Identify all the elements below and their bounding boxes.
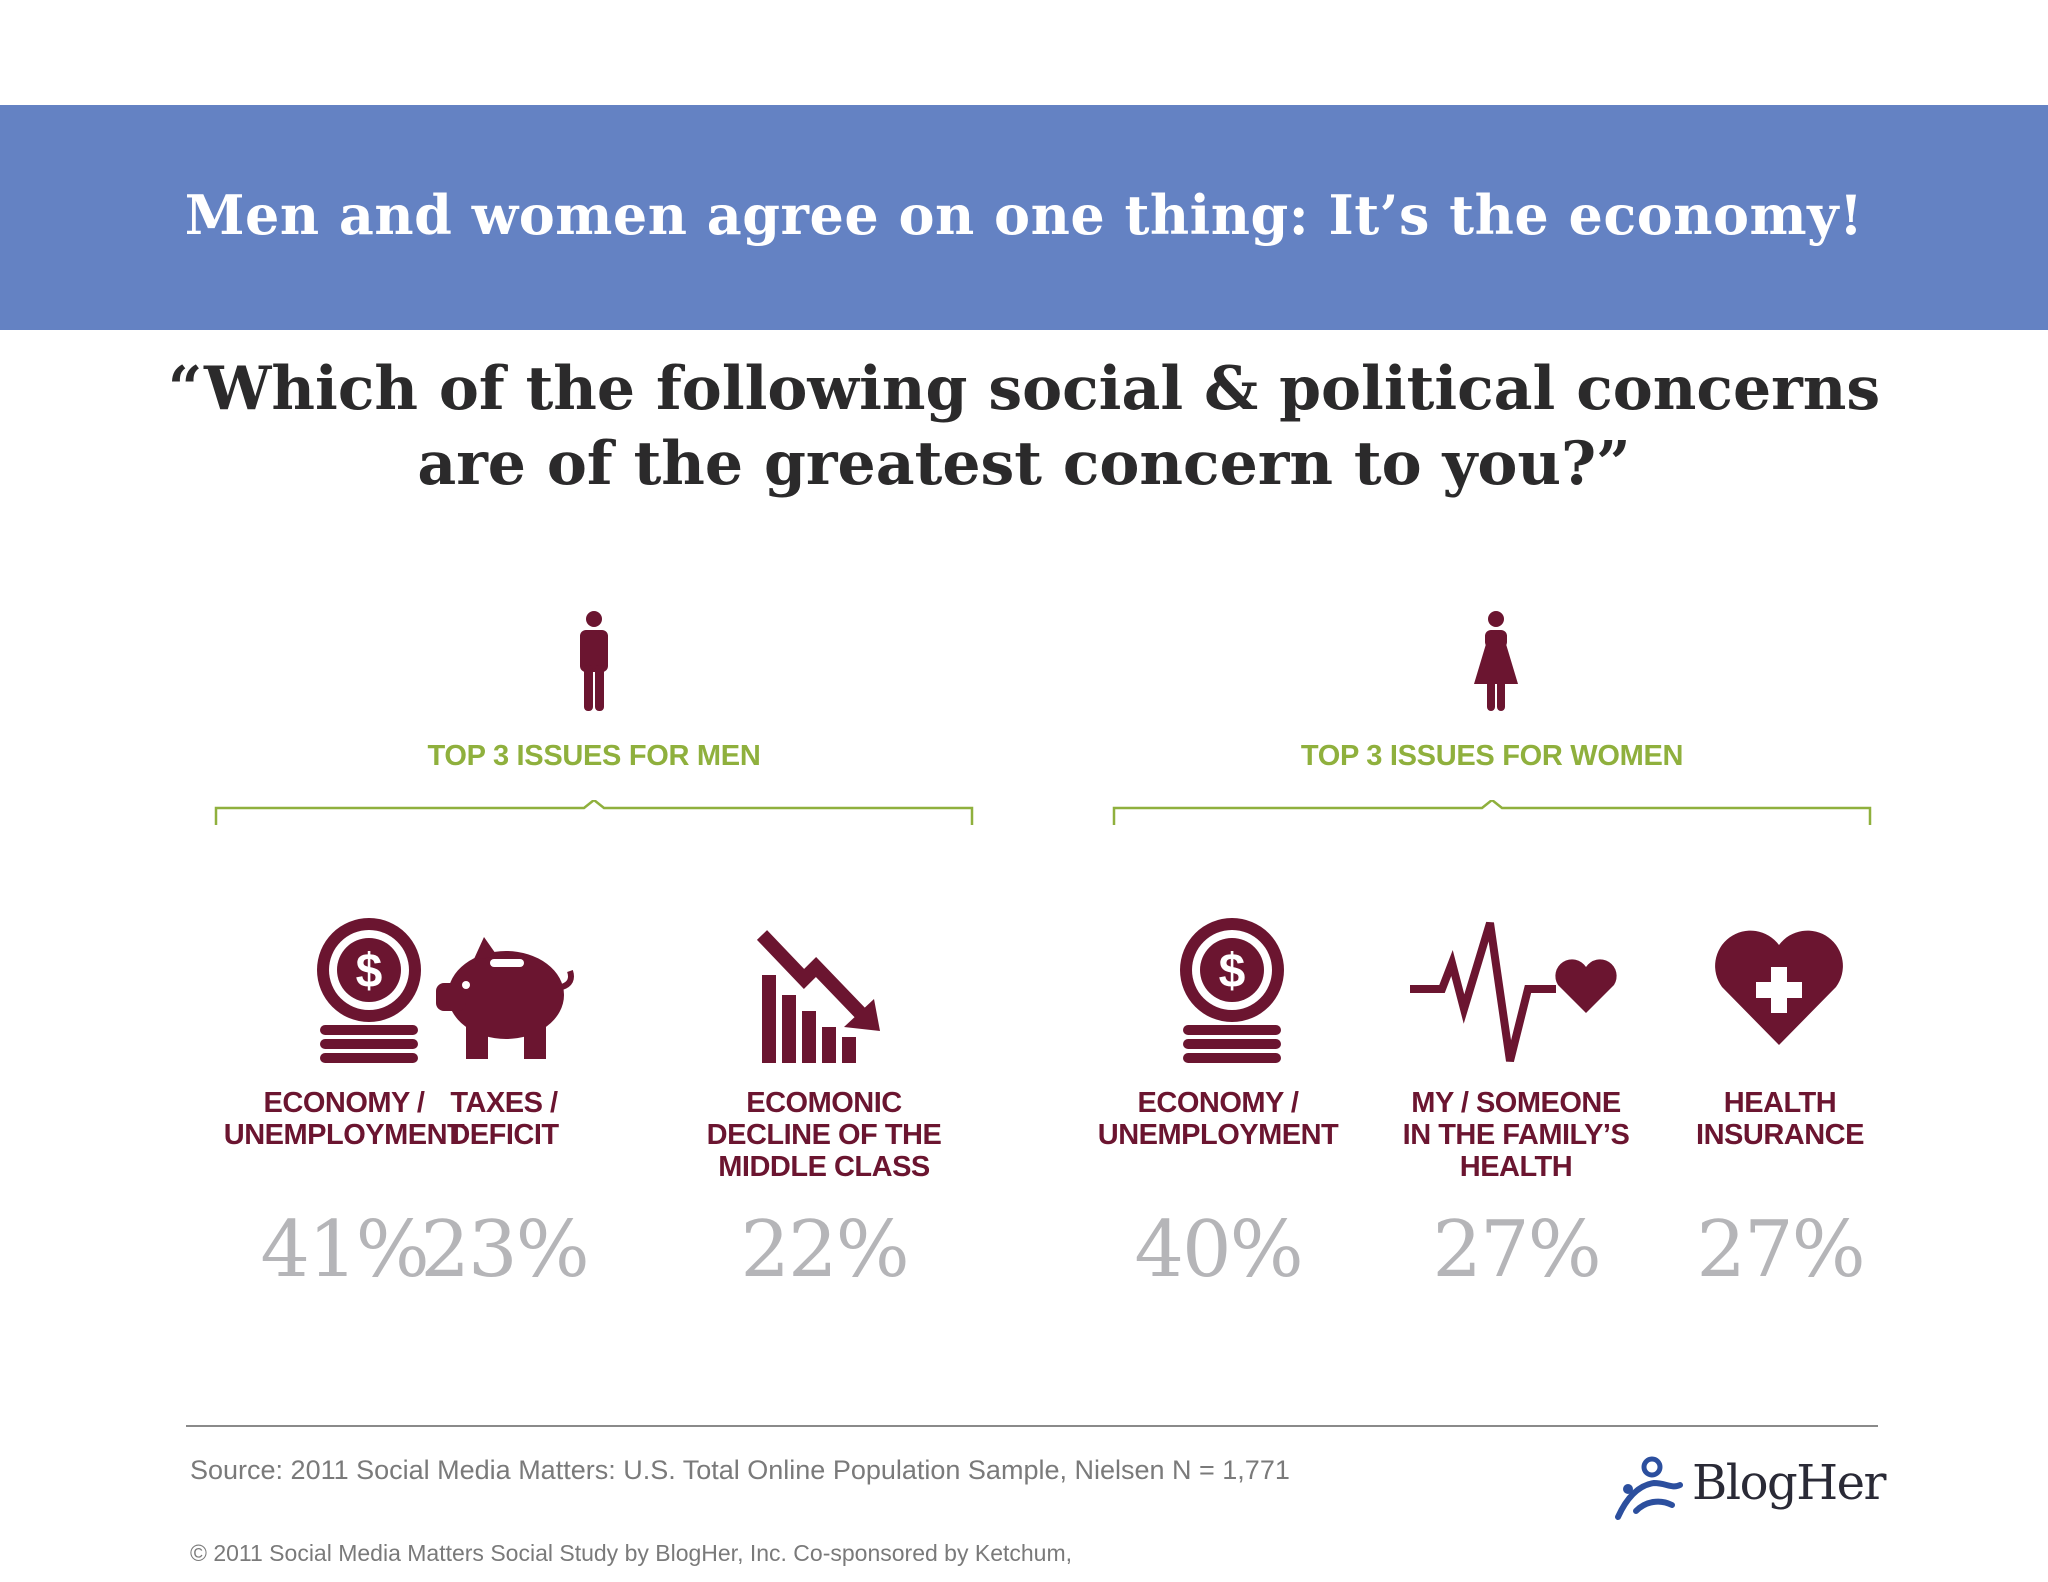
issue-label-line: ECONOMY /	[1137, 1087, 1299, 1119]
question-line-2: are of the greatest concern to you?”	[417, 429, 1631, 499]
issue-percent: 23%	[420, 1205, 589, 1295]
issue-label-line: DEFICIT	[449, 1119, 559, 1151]
issue-label: HEALTH INSURANCE	[1650, 1087, 1910, 1151]
issue-label-line: IN THE FAMILY’S	[1402, 1119, 1630, 1151]
issue-label-line: UNEMPLOYMENT	[223, 1119, 465, 1151]
issue-label-line: ECOMONIC	[746, 1087, 902, 1119]
women-panel: TOP 3 ISSUES FOR WOMEN $ ECONOMY / UNEMP…	[1098, 600, 1872, 1300]
copyright-note: © 2011 Social Media Matters Social Study…	[190, 1540, 1073, 1566]
issue-label-line: INSURANCE	[1696, 1119, 1864, 1151]
issue-label-line: HEALTH	[1723, 1087, 1837, 1119]
issue-label-line: DECLINE OF THE	[706, 1119, 942, 1151]
survey-question: “Which of the following social & politic…	[0, 352, 2048, 502]
blogher-logo: BlogHer	[1610, 1455, 1886, 1525]
blogher-logo-mark-icon	[1615, 1456, 1683, 1520]
heart-plus-icon	[1715, 930, 1843, 1045]
issue-percent: 22%	[740, 1205, 909, 1295]
question-line-1: “Which of the following social & politic…	[167, 354, 1881, 424]
men-panel-label: TOP 3 ISSUES FOR MEN	[427, 740, 761, 772]
issue-label-line: TAXES /	[450, 1087, 558, 1119]
issue-percent: 27%	[1432, 1205, 1601, 1295]
woman-icon	[1474, 611, 1518, 711]
header-banner: Men and women agree on one thing: It’s t…	[0, 105, 2048, 330]
man-icon	[580, 611, 608, 711]
svg-text:$: $	[356, 945, 383, 998]
source-note: Source: 2011 Social Media Matters: U.S. …	[190, 1455, 1290, 1485]
banner-title: Men and women agree on one thing: It’s t…	[184, 182, 1864, 247]
issue-label: TAXES / DEFICIT	[414, 1087, 594, 1151]
svg-text:$: $	[1219, 945, 1246, 998]
declining-chart-icon	[756, 930, 880, 1063]
issue-label-line: UNEMPLOYMENT	[1097, 1119, 1339, 1151]
issue-percent: 41%	[260, 1205, 429, 1295]
men-panel: TOP 3 ISSUES FOR MEN $ ECONOMY / UNEMPLO…	[214, 600, 974, 1300]
issue-label: ECONOMY / UNEMPLOYMENT	[1088, 1087, 1348, 1151]
issue-label-line: ECONOMY /	[263, 1087, 425, 1119]
coins-dollar-icon: $	[1180, 918, 1284, 1063]
coins-dollar-icon: $	[317, 918, 421, 1063]
issue-label-line: MY / SOMEONE	[1411, 1087, 1621, 1119]
issue-label-line: HEALTH	[1459, 1151, 1573, 1183]
issue-percent: 40%	[1134, 1205, 1303, 1295]
issue-label-line: MIDDLE CLASS	[718, 1151, 930, 1183]
issue-label: MY / SOMEONE IN THE FAMILY’S HEALTH	[1386, 1087, 1646, 1183]
logo-text: BlogHer	[1692, 1455, 1886, 1511]
men-bracket	[214, 800, 974, 825]
piggy-bank-icon	[436, 937, 574, 1059]
women-bracket	[1112, 800, 1872, 825]
women-panel-label: TOP 3 ISSUES FOR WOMEN	[1300, 740, 1684, 772]
issue-label: ECOMONIC DECLINE OF THE MIDDLE CLASS	[694, 1087, 954, 1183]
issue-percent: 27%	[1696, 1205, 1865, 1295]
issue-label: ECONOMY / UNEMPLOYMENT	[214, 1087, 474, 1151]
heartbeat-icon	[1410, 921, 1617, 1062]
footer-divider	[186, 1425, 1878, 1427]
